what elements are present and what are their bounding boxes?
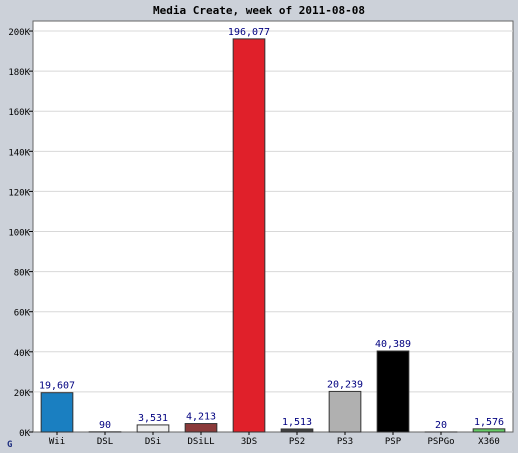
- bar: [185, 424, 217, 432]
- bar-value-label: 196,077: [228, 27, 270, 38]
- bar: [137, 425, 169, 432]
- y-tick-label: 0K: [19, 429, 30, 439]
- chart-title: Media Create, week of 2011-08-08: [153, 4, 365, 17]
- plot-area: [33, 21, 513, 432]
- y-tick-label: 200K: [8, 28, 30, 38]
- x-tick-label: PSPGo: [427, 437, 454, 447]
- y-axis: 0K 20K 40K 60K 80K 100K 120K 140K 160K 180K 200K: [8, 28, 33, 439]
- x-tick-label: Wii: [49, 437, 65, 447]
- bar-value-label: 20: [435, 420, 447, 431]
- bar-value-label: 4,213: [186, 412, 216, 423]
- y-tick-label: 20K: [14, 389, 31, 399]
- bar-value-label: 90: [99, 420, 111, 431]
- y-tick-label: 180K: [8, 68, 30, 78]
- x-tick-label: PS3: [337, 437, 353, 447]
- bar-value-label: 1,513: [282, 417, 312, 428]
- x-tick-label: DSi: [145, 437, 161, 447]
- bar: [377, 351, 409, 432]
- x-tick-label: PSP: [385, 437, 402, 447]
- bar-value-label: 19,607: [39, 381, 75, 392]
- bar: [41, 393, 73, 432]
- x-tick-label: X360: [478, 437, 500, 447]
- bar-value-label: 3,531: [138, 413, 168, 424]
- x-tick-label: DSL: [97, 437, 113, 447]
- bar-value-label: 20,239: [327, 379, 363, 390]
- bar-value-label: 40,389: [375, 339, 411, 350]
- bar: [473, 429, 505, 432]
- y-tick-label: 160K: [8, 108, 30, 118]
- y-tick-label: 100K: [8, 229, 30, 239]
- y-tick-label: 120K: [8, 188, 30, 198]
- y-tick-label: 80K: [14, 269, 31, 279]
- bar: [233, 39, 265, 432]
- corner-mark: G: [7, 440, 12, 449]
- bar-value-label: 1,576: [474, 417, 504, 428]
- x-tick-label: 3DS: [241, 437, 257, 447]
- bar: [281, 429, 313, 432]
- bar: [329, 391, 361, 432]
- y-tick-label: 40K: [14, 349, 31, 359]
- x-tick-label: DSiLL: [187, 437, 214, 447]
- x-tick-label: PS2: [289, 437, 305, 447]
- y-tick-label: 60K: [14, 309, 31, 319]
- y-tick-label: 140K: [8, 148, 30, 158]
- x-axis: Wii DSL DSi DSiLL 3DS PS2 PS3 PSP PSPGo X360: [49, 432, 500, 447]
